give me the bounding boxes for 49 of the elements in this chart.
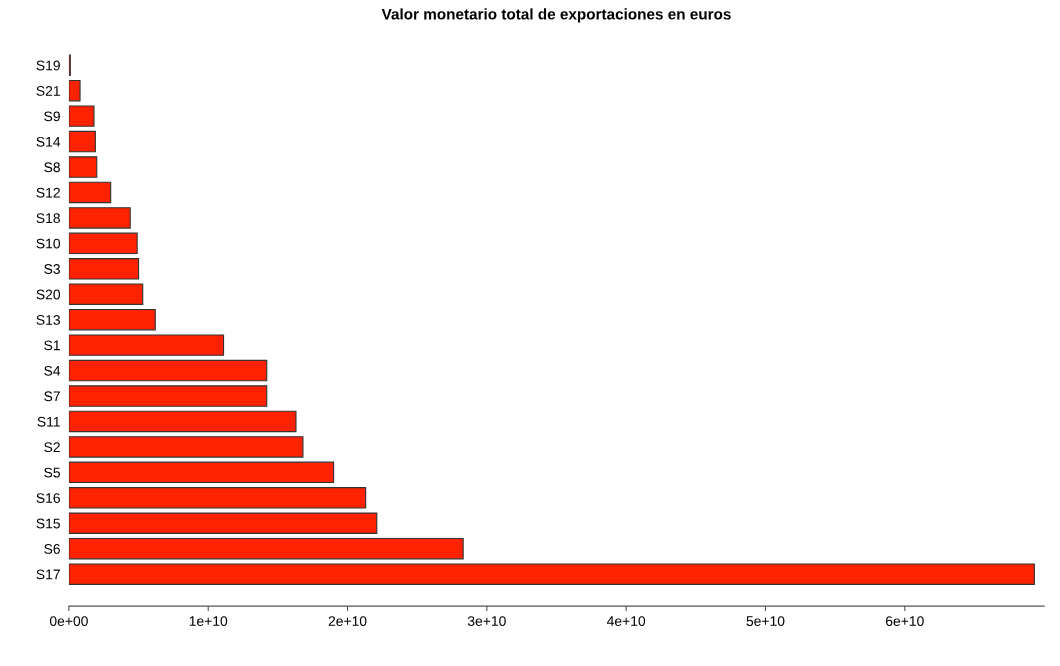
- bar: [68, 436, 304, 458]
- y-tick-label: S19: [36, 60, 60, 71]
- bar: [68, 487, 367, 509]
- bar: [68, 537, 464, 560]
- x-tick-label: 6e+10: [885, 616, 924, 626]
- bar: [68, 308, 156, 331]
- x-tick-label: 3e+10: [467, 616, 506, 626]
- bar: [68, 385, 268, 407]
- x-tick-label: 2e+10: [328, 616, 367, 626]
- bar: [68, 283, 144, 305]
- bar: [68, 359, 268, 382]
- y-tick-label: S18: [36, 213, 60, 224]
- bar: [68, 105, 95, 127]
- y-tick-label: S15: [36, 518, 60, 529]
- y-tick-label: S4: [44, 365, 61, 376]
- y-tick-label: S10: [36, 238, 61, 249]
- y-tick-label: S11: [37, 416, 60, 427]
- bar: [68, 461, 335, 484]
- bar: [68, 563, 1035, 585]
- bar: [68, 156, 98, 178]
- x-tick-label: 5e+10: [746, 616, 785, 626]
- y-tick-label: S6: [44, 544, 60, 554]
- y-tick-label: S2: [44, 442, 60, 453]
- y-tick-label: S8: [44, 162, 60, 173]
- y-tick-label: S5: [44, 467, 60, 478]
- x-tick-label: 4e+10: [606, 616, 646, 626]
- chart-title: Valor monetario total de exportaciones en euros: [381, 8, 731, 23]
- y-tick-label: S16: [36, 493, 60, 503]
- y-tick-label: S12: [36, 187, 60, 198]
- bar: [68, 512, 378, 534]
- y-tick-label: S21: [36, 86, 60, 96]
- y-tick-label: S3: [44, 264, 60, 274]
- bar: [68, 207, 131, 229]
- y-tick-label: S13: [36, 315, 60, 325]
- y-tick-label: S20: [36, 289, 61, 300]
- y-tick-label: S14: [36, 136, 61, 147]
- bar: [68, 181, 112, 204]
- y-tick-label: S9: [44, 111, 60, 122]
- y-tick-label: S17: [36, 569, 60, 580]
- bar: [68, 130, 96, 153]
- bar: [68, 79, 81, 102]
- bar: [68, 232, 138, 255]
- y-tick-label: S7: [44, 391, 60, 402]
- y-tick-label: S1: [44, 340, 60, 351]
- bar: [68, 334, 225, 356]
- bar: [68, 258, 140, 280]
- x-tick-label: 1e+10: [189, 616, 228, 626]
- bar: [68, 410, 297, 433]
- x-tick-label: 0e+00: [49, 616, 88, 626]
